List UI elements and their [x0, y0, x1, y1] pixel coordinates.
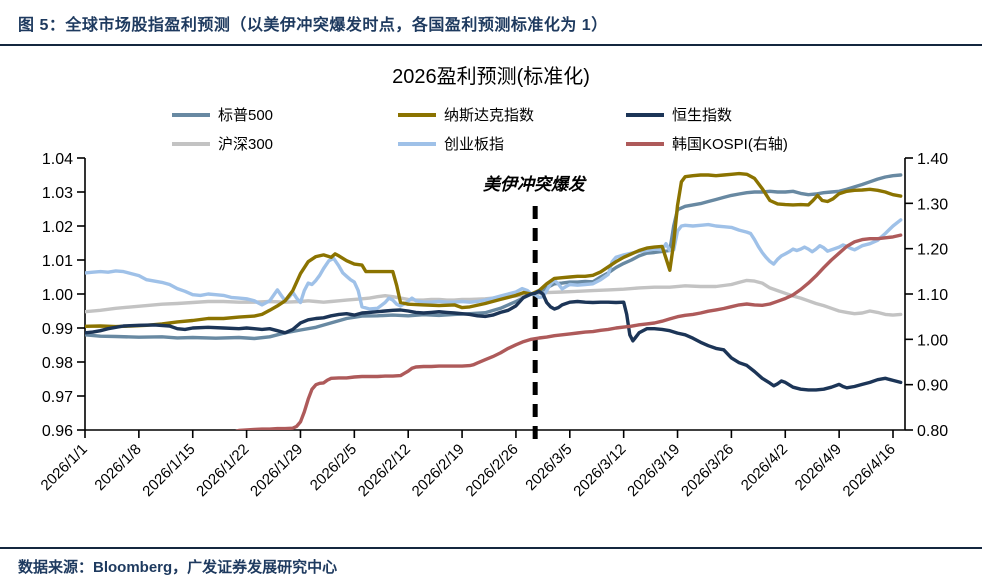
x-axis-label: 2026/2/5 [307, 441, 360, 494]
legend-item: 创业板指 [398, 130, 626, 157]
legend-swatch [626, 141, 664, 146]
x-axis-label: 2026/3/19 [624, 441, 683, 500]
left-axis-label: 1.02 [42, 219, 73, 236]
series-line-韩国KOSPI(右轴) [235, 233, 903, 430]
right-axis-label: 1.40 [917, 151, 948, 168]
left-axis-label: 0.97 [42, 389, 73, 406]
legend-label: 沪深300 [218, 136, 274, 153]
series-line-标普500 [85, 173, 903, 341]
top-divider [0, 44, 982, 46]
x-axis-label: 2026/4/9 [792, 441, 845, 494]
x-axis-label: 2026/1/22 [193, 441, 252, 500]
bottom-divider [0, 547, 982, 549]
series-line-创业板指 [85, 218, 903, 311]
series-line-纳斯达克指数 [85, 171, 903, 329]
chart-title: 2026盈利预测(标准化) [392, 66, 590, 88]
left-axis-label: 1.01 [42, 253, 73, 270]
right-axis-label: 1.00 [917, 332, 948, 349]
legend-swatch [172, 112, 210, 117]
right-axis-label: 0.80 [917, 423, 948, 440]
right-axis-label: 0.90 [917, 378, 948, 395]
left-axis-label: 0.98 [42, 355, 73, 372]
series-line-恒生指数 [85, 289, 903, 392]
legend-label: 创业板指 [444, 136, 505, 153]
legend-item: 纳斯达克指数 [398, 101, 626, 128]
chart-legend: 标普500 纳斯达克指数 恒生指数沪深300 创业板指 韩国KOSPI(右轴) [172, 101, 876, 157]
data-source: 数据来源：Bloomberg，广发证券发展研究中心 [18, 559, 338, 576]
x-axis-label: 2026/3/12 [570, 441, 629, 500]
legend-label: 纳斯达克指数 [444, 107, 535, 124]
legend-swatch [626, 112, 664, 117]
legend-label: 韩国KOSPI(右轴) [672, 136, 788, 153]
x-axis-label: 2026/1/1 [38, 441, 91, 494]
legend-swatch [398, 112, 436, 117]
legend-item: 韩国KOSPI(右轴) [626, 130, 876, 157]
event-annotation: 美伊冲突爆发 [483, 175, 585, 194]
left-axis-label: 1.00 [42, 287, 73, 304]
x-axis-label: 2026/4/2 [738, 441, 791, 494]
right-axis-label: 1.30 [917, 196, 948, 213]
left-axis-label: 1.03 [42, 185, 73, 202]
x-axis-label: 2026/3/26 [678, 441, 737, 500]
legend-item: 标普500 [172, 101, 398, 128]
legend-item: 沪深300 [172, 130, 398, 157]
right-axis-label: 1.20 [917, 242, 948, 259]
legend-label: 恒生指数 [672, 107, 733, 124]
x-axis-label: 2026/3/5 [522, 441, 575, 494]
left-axis-label: 1.04 [42, 151, 73, 168]
x-axis-label: 2026/1/29 [247, 441, 306, 500]
left-axis-label: 0.96 [42, 423, 73, 440]
left-axis-label: 0.99 [42, 321, 73, 338]
figure-title: 图 5：全球市场股指盈利预测（以美伊冲突爆发时点，各国盈利预测标准化为 1） [18, 17, 608, 34]
x-axis-label: 2026/1/15 [139, 441, 198, 500]
x-axis-label: 2026/1/8 [91, 441, 144, 494]
x-axis-label: 2026/2/26 [463, 441, 522, 500]
legend-swatch [172, 141, 210, 146]
x-axis-label: 2026/4/16 [840, 441, 899, 500]
legend-item: 恒生指数 [626, 101, 876, 128]
legend-label: 标普500 [218, 107, 274, 124]
legend-swatch [398, 141, 436, 146]
x-axis-label: 2026/2/19 [409, 441, 468, 500]
right-axis-label: 1.10 [917, 287, 948, 304]
x-axis-label: 2026/2/12 [355, 441, 414, 500]
